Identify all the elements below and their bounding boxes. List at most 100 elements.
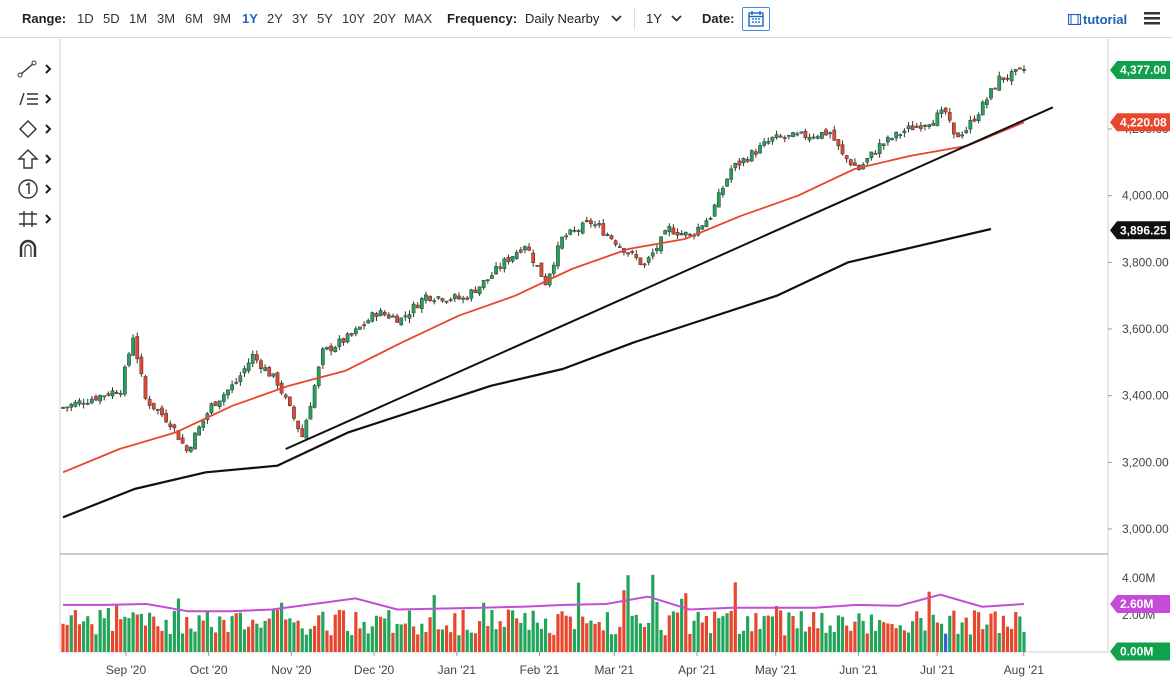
candle-body bbox=[770, 136, 775, 142]
range-6m-button[interactable]: 6M bbox=[185, 11, 204, 26]
range-2y-button[interactable]: 2Y bbox=[267, 11, 283, 26]
trendline bbox=[285, 106, 1054, 450]
candle-body bbox=[358, 326, 362, 330]
candle-body bbox=[292, 406, 296, 419]
volume-bar bbox=[960, 622, 964, 652]
volume-bar bbox=[148, 612, 152, 652]
shape-tool-button[interactable] bbox=[16, 117, 56, 141]
volume-bar bbox=[374, 615, 379, 652]
volume-bar bbox=[432, 595, 436, 652]
candle-body bbox=[741, 158, 746, 164]
range-5d-button[interactable]: 5D bbox=[103, 11, 120, 26]
chevron-down-icon[interactable] bbox=[671, 13, 682, 24]
volume-bar bbox=[865, 633, 869, 652]
range-9m-button[interactable]: 9M bbox=[213, 11, 232, 26]
range-5y-button[interactable]: 5Y bbox=[317, 11, 333, 26]
volume-bar bbox=[296, 620, 300, 652]
volume-average-line bbox=[63, 593, 1025, 613]
candle-body bbox=[300, 428, 305, 437]
volume-tag-bg bbox=[1110, 594, 1170, 613]
candle-body bbox=[902, 130, 907, 134]
tutorial-link[interactable]: tutorial bbox=[1067, 12, 1127, 27]
range-3y-button[interactable]: 3Y bbox=[292, 11, 308, 26]
volume-bar bbox=[968, 634, 972, 652]
chevron-down-icon[interactable] bbox=[611, 13, 622, 24]
volume-bar bbox=[642, 627, 647, 652]
volume-bar bbox=[634, 614, 638, 652]
range-1y-button[interactable]: 1Y bbox=[242, 11, 258, 26]
candle-body bbox=[428, 295, 432, 301]
volume-bar bbox=[779, 610, 783, 652]
candle-body bbox=[325, 346, 329, 350]
candle-body bbox=[568, 229, 573, 235]
volume-bar bbox=[770, 616, 775, 652]
volume-bar bbox=[312, 625, 317, 652]
candle-body bbox=[254, 354, 259, 361]
line-tool-button[interactable] bbox=[16, 57, 56, 81]
measure-tool-button[interactable] bbox=[16, 207, 56, 231]
magnet-icon bbox=[19, 239, 37, 257]
menu-icon[interactable] bbox=[1144, 12, 1160, 25]
candle-body bbox=[873, 152, 878, 155]
magnet-button[interactable] bbox=[16, 237, 56, 261]
fib-tool-button[interactable] bbox=[16, 87, 56, 111]
volume-bar bbox=[783, 635, 787, 652]
volume-bar bbox=[997, 632, 1001, 652]
date-picker-button[interactable] bbox=[742, 7, 770, 31]
candle-body bbox=[1005, 77, 1010, 80]
range-1m-button[interactable]: 1M bbox=[129, 11, 148, 26]
volume-bar bbox=[923, 630, 927, 652]
candle-body bbox=[69, 403, 74, 408]
volume-bar bbox=[993, 611, 997, 652]
volume-bar bbox=[440, 629, 445, 652]
volume-bar bbox=[436, 629, 440, 652]
candle-body bbox=[993, 87, 997, 90]
arrow-tool-button[interactable] bbox=[16, 147, 56, 171]
frequency-select[interactable]: Daily Nearby bbox=[525, 11, 600, 26]
candle-body bbox=[415, 304, 420, 309]
range-1d-button[interactable]: 1D bbox=[77, 11, 94, 26]
volume-bar bbox=[700, 622, 704, 652]
candle-body bbox=[448, 299, 453, 301]
volume-bar bbox=[535, 622, 539, 652]
annotation-tool-button[interactable] bbox=[16, 177, 56, 201]
volume-bar bbox=[824, 632, 828, 652]
range-3m-button[interactable]: 3M bbox=[157, 11, 176, 26]
period-select[interactable]: 1Y bbox=[646, 11, 662, 26]
candle-body bbox=[238, 375, 243, 382]
candle-body bbox=[329, 345, 333, 352]
price-chart[interactable]: 3,000.00 3,200.00 3,400.00 3,600.00 3,800.00… bbox=[0, 39, 1172, 695]
candle-body bbox=[696, 226, 701, 236]
volume-bar bbox=[614, 634, 618, 652]
fib-tool-icon bbox=[19, 92, 52, 106]
candle-body bbox=[923, 124, 927, 127]
frequency-label: Frequency: bbox=[447, 11, 518, 26]
volume-bar bbox=[667, 615, 671, 652]
volume-bar bbox=[630, 615, 634, 652]
candle-body bbox=[98, 394, 102, 402]
candle-body bbox=[494, 266, 498, 275]
candle-body bbox=[754, 151, 758, 155]
volume-bar bbox=[218, 616, 222, 652]
range-max-button[interactable]: MAX bbox=[404, 11, 433, 26]
candle-body bbox=[164, 413, 168, 423]
volume-bar bbox=[659, 629, 663, 652]
price-tick-label: 3,200.00 bbox=[1122, 455, 1169, 469]
range-20y-button[interactable]: 20Y bbox=[373, 11, 397, 26]
volume-bar bbox=[214, 632, 218, 652]
candle-body bbox=[85, 402, 90, 405]
range-10y-button[interactable]: 10Y bbox=[342, 11, 366, 26]
candle-body bbox=[919, 125, 923, 129]
candle-body bbox=[73, 401, 78, 407]
volume-bar bbox=[411, 626, 416, 652]
volume-bar bbox=[1001, 615, 1005, 652]
volume-bar bbox=[832, 631, 836, 652]
candle-body bbox=[337, 338, 342, 347]
volume-bar bbox=[201, 620, 205, 652]
volume-bar bbox=[609, 634, 614, 652]
candle-body bbox=[386, 314, 391, 319]
volume-bar bbox=[828, 625, 832, 652]
candle-body bbox=[168, 423, 173, 428]
candle-body bbox=[914, 125, 919, 128]
candle-body bbox=[77, 400, 82, 405]
